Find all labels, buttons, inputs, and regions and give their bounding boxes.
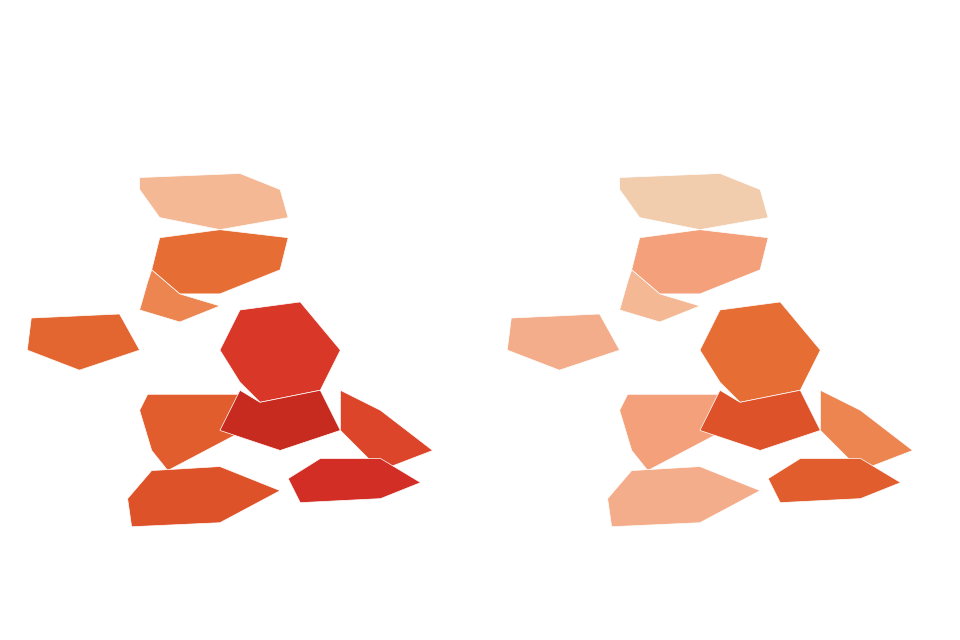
Polygon shape (152, 230, 288, 294)
Polygon shape (700, 390, 821, 451)
Polygon shape (619, 394, 724, 470)
Polygon shape (619, 270, 700, 322)
Polygon shape (220, 390, 341, 451)
Polygon shape (139, 173, 288, 230)
Polygon shape (220, 302, 341, 403)
Polygon shape (608, 467, 760, 527)
Polygon shape (27, 314, 139, 370)
Polygon shape (632, 230, 768, 294)
Polygon shape (768, 458, 900, 502)
Polygon shape (288, 458, 420, 502)
Polygon shape (700, 302, 821, 403)
Polygon shape (619, 173, 768, 230)
Polygon shape (341, 390, 433, 470)
Polygon shape (139, 394, 244, 470)
Polygon shape (139, 270, 220, 322)
Polygon shape (507, 314, 619, 370)
Polygon shape (128, 467, 280, 527)
Polygon shape (821, 390, 913, 470)
